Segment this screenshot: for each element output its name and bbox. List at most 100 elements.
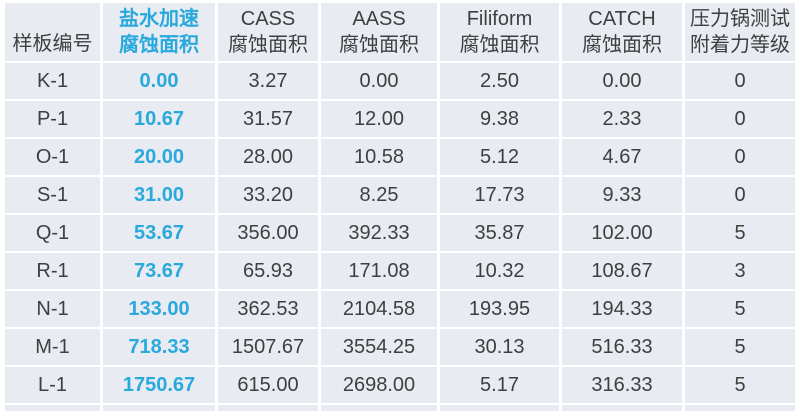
cell-cass: 1507.67 — [218, 329, 318, 365]
cell-sample: L-1 — [5, 367, 100, 403]
cell-sample: K-1 — [5, 63, 100, 99]
column-header-cass: CASS 腐蚀面积 — [218, 3, 318, 61]
header-row: 样板编号 盐水加速 腐蚀面积 CASS 腐蚀面积 AASS 腐蚀面积 Filif… — [5, 3, 795, 61]
table-row: N-1 133.00 362.53 2104.58 193.95 194.33 5 — [5, 291, 795, 327]
cell-filiform: 9.38 — [440, 101, 559, 137]
cell-aass: 8.25 — [321, 177, 437, 213]
cell-filiform: 2.50 — [440, 63, 559, 99]
table-row: O-1 20.00 28.00 10.58 5.12 4.67 0 — [5, 139, 795, 175]
cell-aass: 10.58 — [321, 139, 437, 175]
cell-filiform: 30.13 — [440, 329, 559, 365]
header-line-2: 附着力等级 — [690, 34, 790, 56]
cell-catch: 102.00 — [562, 215, 682, 251]
header-line-2: 腐蚀面积 — [459, 34, 540, 56]
column-header-sample: 样板编号 — [5, 3, 100, 61]
cell-catch: 108.67 — [562, 253, 682, 289]
table-row: M-1 718.33 1507.67 3554.25 30.13 516.33 5 — [5, 329, 795, 365]
column-header-adhesion: 压力锅测试 附着力等级 — [685, 3, 795, 61]
header-line-2: 腐蚀面积 — [228, 34, 308, 56]
cell-sample: Q-1 — [5, 215, 100, 251]
header-line-2: 腐蚀面积 — [339, 34, 419, 56]
column-header-salt-spray: 盐水加速 腐蚀面积 — [103, 3, 215, 61]
header-line-1: 盐水加速 — [119, 8, 199, 30]
cell-filiform: 35.87 — [440, 215, 559, 251]
cell-empty — [321, 405, 437, 411]
cell-adhesion: 5 — [685, 215, 795, 251]
cell-filiform: 5.17 — [440, 367, 559, 403]
cell-sample: M-1 — [5, 329, 100, 365]
table-body: K-1 0.00 3.27 0.00 2.50 0.00 0 P-1 10.67 31.57 12.… — [5, 63, 795, 411]
cell-aass: 3554.25 — [321, 329, 437, 365]
cell-catch: 0.00 — [562, 63, 682, 99]
header-line-2: 腐蚀面积 — [582, 34, 662, 56]
cell-aass: 171.08 — [321, 253, 437, 289]
cell-salt: 718.33 — [103, 329, 215, 365]
cell-filiform: 5.12 — [440, 139, 559, 175]
cell-salt: 73.67 — [103, 253, 215, 289]
cell-aass: 392.33 — [321, 215, 437, 251]
cell-cass: 362.53 — [218, 291, 318, 327]
cell-empty — [562, 405, 682, 411]
cell-filiform: 17.73 — [440, 177, 559, 213]
cell-catch: 316.33 — [562, 367, 682, 403]
header-line-1: CATCH — [588, 8, 656, 30]
cell-adhesion: 5 — [685, 367, 795, 403]
header-line-1: 压力锅测试 — [690, 8, 790, 30]
cell-filiform: 193.95 — [440, 291, 559, 327]
cell-cass: 3.27 — [218, 63, 318, 99]
cell-cass: 28.00 — [218, 139, 318, 175]
cell-cass: 356.00 — [218, 215, 318, 251]
cell-sample: P-1 — [5, 101, 100, 137]
cell-salt: 133.00 — [103, 291, 215, 327]
cell-sample: N-1 — [5, 291, 100, 327]
cell-adhesion: 3 — [685, 253, 795, 289]
cell-aass: 12.00 — [321, 101, 437, 137]
cell-empty — [440, 405, 559, 411]
cell-adhesion: 0 — [685, 177, 795, 213]
cell-cass: 33.20 — [218, 177, 318, 213]
cell-empty — [218, 405, 318, 411]
cell-catch: 516.33 — [562, 329, 682, 365]
cell-sample: S-1 — [5, 177, 100, 213]
cell-catch: 9.33 — [562, 177, 682, 213]
cell-catch: 4.67 — [562, 139, 682, 175]
cell-empty — [103, 405, 215, 411]
cell-adhesion: 5 — [685, 329, 795, 365]
header-line-1: Filiform — [466, 8, 533, 30]
column-header-catch: CATCH 腐蚀面积 — [562, 3, 682, 61]
cell-cass: 65.93 — [218, 253, 318, 289]
cell-cass: 615.00 — [218, 367, 318, 403]
table-row: P-1 10.67 31.57 12.00 9.38 2.33 0 — [5, 101, 795, 137]
cell-catch: 194.33 — [562, 291, 682, 327]
cell-salt: 0.00 — [103, 63, 215, 99]
table-row: L-1 1750.67 615.00 2698.00 5.17 316.33 5 — [5, 367, 795, 403]
cell-aass: 2104.58 — [321, 291, 437, 327]
table-row: K-1 0.00 3.27 0.00 2.50 0.00 0 — [5, 63, 795, 99]
header-line-1: AASS — [352, 8, 406, 30]
cell-adhesion: 5 — [685, 291, 795, 327]
cell-empty — [685, 405, 795, 411]
cell-salt: 20.00 — [103, 139, 215, 175]
cell-catch: 2.33 — [562, 101, 682, 137]
cell-cass: 31.57 — [218, 101, 318, 137]
cell-salt: 53.67 — [103, 215, 215, 251]
cell-adhesion: 0 — [685, 101, 795, 137]
table-row: S-1 31.00 33.20 8.25 17.73 9.33 0 — [5, 177, 795, 213]
column-header-filiform: Filiform 腐蚀面积 — [440, 3, 559, 61]
header-line-1: 样板编号 — [12, 33, 93, 55]
cell-sample: R-1 — [5, 253, 100, 289]
cell-salt: 31.00 — [103, 177, 215, 213]
table-row-partial — [5, 405, 795, 411]
cell-sample: O-1 — [5, 139, 100, 175]
column-header-aass: AASS 腐蚀面积 — [321, 3, 437, 61]
table-row: R-1 73.67 65.93 171.08 10.32 108.67 3 — [5, 253, 795, 289]
header-line-2: 腐蚀面积 — [119, 34, 199, 56]
table-row: Q-1 53.67 356.00 392.33 35.87 102.00 5 — [5, 215, 795, 251]
cell-salt: 1750.67 — [103, 367, 215, 403]
cell-salt: 10.67 — [103, 101, 215, 137]
cell-adhesion: 0 — [685, 139, 795, 175]
cell-filiform: 10.32 — [440, 253, 559, 289]
cell-empty — [5, 405, 100, 411]
